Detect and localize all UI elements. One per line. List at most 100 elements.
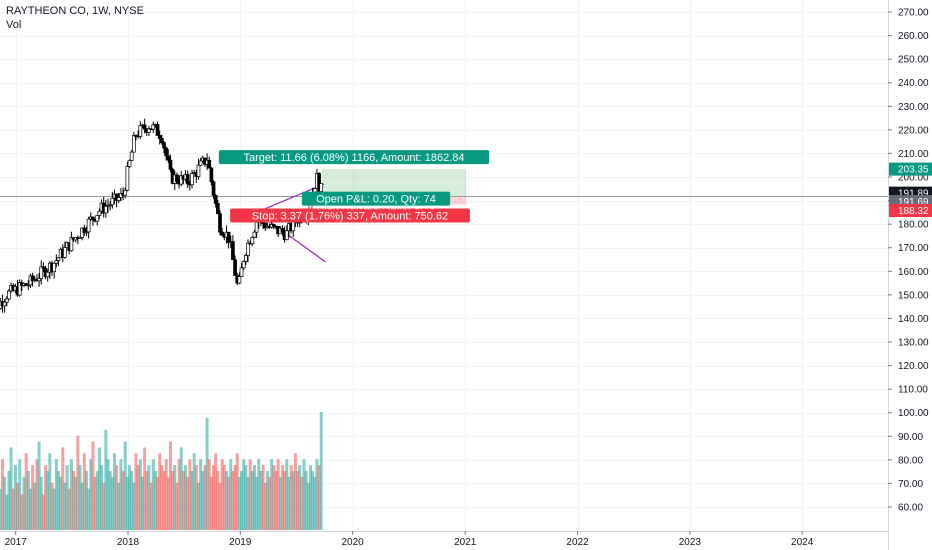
candle-down bbox=[263, 223, 268, 229]
volume-bar bbox=[143, 447, 147, 530]
candle-up bbox=[54, 260, 59, 264]
volume-bar bbox=[11, 488, 15, 530]
volume-bar bbox=[280, 465, 284, 530]
volume-bar bbox=[0, 488, 2, 530]
volume-bar bbox=[138, 459, 142, 530]
candle-up bbox=[241, 261, 246, 269]
candle-up bbox=[2, 301, 7, 307]
grid bbox=[0, 0, 888, 531]
price-tag-entry-text: 191.69 bbox=[898, 197, 929, 208]
candle-up bbox=[250, 236, 255, 245]
volume-bar bbox=[203, 465, 207, 530]
open-pnl-label-text: Open P&L: 0.20, Qty: 74 bbox=[316, 194, 436, 206]
volume-bar bbox=[149, 482, 153, 530]
price-tag-stop bbox=[889, 204, 932, 218]
y-tick-label: 80.00 bbox=[898, 455, 923, 466]
candle-down bbox=[166, 155, 171, 161]
volume-bar bbox=[108, 471, 112, 530]
candle-up bbox=[123, 189, 128, 196]
volume-bar bbox=[319, 412, 323, 530]
volume-bar bbox=[276, 459, 280, 530]
candle-down bbox=[168, 159, 173, 170]
candle-up bbox=[190, 172, 194, 186]
volume-bar bbox=[199, 459, 203, 530]
candle-down bbox=[231, 241, 235, 261]
volume-bar bbox=[175, 482, 179, 530]
candle-up bbox=[97, 210, 102, 216]
candle-up bbox=[39, 266, 44, 279]
volume-bar bbox=[313, 476, 317, 530]
volume-bar bbox=[104, 429, 108, 530]
volume-bar bbox=[255, 476, 259, 530]
volume-bar bbox=[59, 476, 63, 530]
volume-bar bbox=[95, 471, 99, 530]
volume-bar bbox=[69, 459, 73, 530]
candle-up bbox=[108, 204, 113, 207]
candle-down bbox=[30, 275, 35, 281]
volume-bar bbox=[259, 471, 263, 530]
y-tick-label: 230.00 bbox=[898, 102, 929, 113]
candle-up bbox=[26, 284, 31, 287]
volume-bar bbox=[33, 482, 37, 530]
volume-bar bbox=[106, 459, 110, 530]
candle-up bbox=[125, 166, 130, 191]
candle-down bbox=[185, 174, 190, 185]
volume-bar bbox=[22, 476, 26, 530]
volume-bar bbox=[9, 447, 13, 530]
volume-bar bbox=[134, 453, 138, 530]
candle-up bbox=[129, 151, 134, 161]
candle-down bbox=[82, 227, 87, 234]
volume-bar bbox=[306, 482, 310, 530]
y-tick-label: 250.00 bbox=[898, 55, 929, 66]
volume-bar bbox=[112, 453, 116, 530]
volume-bar bbox=[121, 471, 125, 530]
volume-bar bbox=[298, 465, 302, 530]
volume-bar bbox=[237, 476, 241, 530]
candle-up bbox=[69, 237, 74, 252]
volume-bar bbox=[37, 441, 41, 530]
candle-up bbox=[84, 231, 89, 234]
volume-bar bbox=[52, 488, 56, 530]
volume-bar bbox=[186, 476, 190, 530]
candle-up bbox=[246, 242, 250, 256]
volume-bar bbox=[250, 471, 254, 530]
volume-bar bbox=[28, 488, 32, 530]
candle-up bbox=[17, 282, 22, 296]
volume-bar bbox=[156, 476, 160, 530]
time-axis[interactable]: 2017 2018 2019 2020 2021 2022 2023 2024 bbox=[5, 531, 814, 548]
stop-label-text: Stop: 3.37 (1.76%) 337, Amount: 750.62 bbox=[252, 211, 448, 223]
volume-bar bbox=[39, 476, 43, 530]
volume-bar bbox=[61, 447, 65, 530]
volume-bar bbox=[100, 465, 104, 530]
candle-down bbox=[271, 224, 276, 227]
volume-bar bbox=[140, 476, 144, 530]
y-tick-label: 270.00 bbox=[898, 8, 929, 19]
candle-down bbox=[159, 138, 164, 143]
price-tag-target-text: 203.35 bbox=[898, 165, 929, 176]
volume-bar bbox=[289, 465, 293, 530]
y-tick-label: 210.00 bbox=[898, 149, 929, 160]
candle-up bbox=[95, 215, 100, 222]
volume-bar bbox=[56, 471, 60, 530]
volume-bar bbox=[270, 459, 274, 530]
volume-bar bbox=[300, 476, 304, 530]
volume-bar bbox=[162, 471, 166, 530]
volume-bar bbox=[97, 447, 101, 530]
volume-bar bbox=[158, 453, 162, 530]
volume-bar bbox=[102, 482, 106, 530]
volume-bar bbox=[283, 471, 287, 530]
candle-up bbox=[110, 197, 115, 206]
volume-bar bbox=[31, 465, 35, 530]
candle-down bbox=[218, 213, 222, 233]
volume-bar bbox=[212, 465, 216, 530]
volume-bar bbox=[67, 488, 71, 530]
volume-bar bbox=[261, 465, 265, 530]
volume-bar bbox=[125, 476, 129, 530]
price-tag-stop-text: 188.32 bbox=[898, 206, 929, 217]
volume-bar bbox=[41, 494, 45, 530]
volume-bar bbox=[184, 465, 188, 530]
price-axis[interactable]: 60.00 70.00 80.00 90.00 100.00 110.00 120.00 13… bbox=[888, 8, 929, 514]
volume-bar bbox=[80, 482, 84, 530]
volume-bar bbox=[35, 459, 39, 530]
